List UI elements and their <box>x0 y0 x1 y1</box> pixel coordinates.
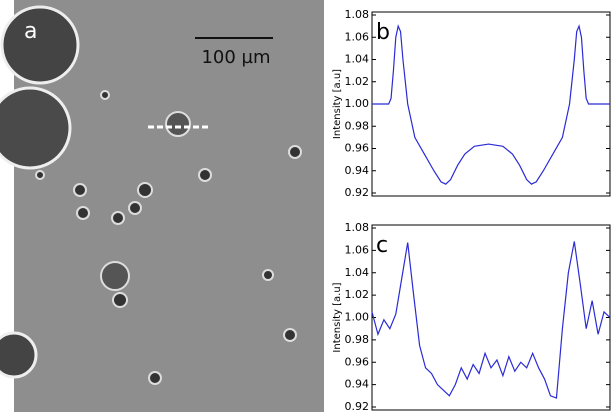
panel-label: b <box>376 20 390 45</box>
y-tick-label: 1.06 <box>345 243 370 256</box>
y-tick-label: 0.94 <box>345 378 370 391</box>
y-tick-label: 1.08 <box>345 8 370 21</box>
y-tick-label: 1.02 <box>345 288 370 301</box>
y-tick-label: 0.94 <box>345 164 370 177</box>
y-tick-label: 1.00 <box>345 311 370 324</box>
y-tick-label: 1.02 <box>345 75 370 88</box>
data-line <box>371 241 611 399</box>
y-tick-label: 1.06 <box>345 30 370 43</box>
y-axis-label: Intensity [a.u] <box>332 69 343 139</box>
y-tick-label: 1.04 <box>345 53 370 66</box>
y-tick-label: 0.92 <box>345 186 370 199</box>
y-axis-label: Intensity [a.u] <box>332 282 343 352</box>
y-tick-label: 1.00 <box>345 97 370 110</box>
y-tick-label: 0.98 <box>345 333 370 346</box>
scale-bar-label: 100 µm <box>201 47 270 68</box>
data-line <box>372 24 610 185</box>
y-tick-label: 1.08 <box>345 221 370 234</box>
y-tick-label: 0.96 <box>345 355 370 368</box>
panel-label: a <box>24 19 37 44</box>
plot-frame <box>371 224 611 411</box>
y-tick-label: 0.96 <box>345 142 370 155</box>
y-tick-label: 1.04 <box>345 266 370 279</box>
microscopy-image: a 100 µm <box>0 0 324 412</box>
panel-label: c <box>376 233 388 258</box>
y-tick-label: 0.92 <box>345 400 370 412</box>
y-tick-label: 0.98 <box>345 119 370 132</box>
